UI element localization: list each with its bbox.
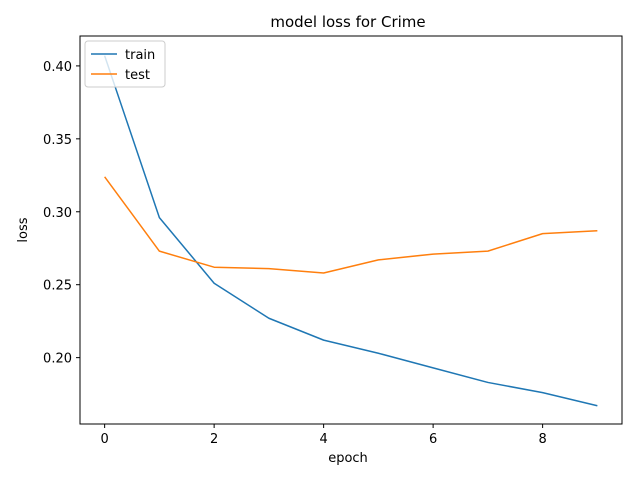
legend: train test [84, 40, 166, 88]
y-tick-label: 0.30 [43, 206, 72, 221]
y-tick-label: 0.40 [43, 60, 72, 75]
plot-area-frame [79, 35, 623, 425]
y-axis-label: loss [16, 217, 31, 242]
series-line-test [104, 176, 598, 274]
axis-ticks: 0 2 4 6 8 0.20 0.25 0.30 0.35 0.40 [43, 60, 547, 447]
chart-title: model loss for Crime [270, 13, 425, 31]
x-axis-label: epoch [328, 451, 368, 466]
series-line-train [103, 55, 598, 407]
x-tick-label: 8 [538, 432, 546, 447]
series-lines [103, 55, 598, 407]
legend-box [84, 40, 166, 88]
x-tick-label: 2 [210, 432, 218, 447]
y-tick-label: 0.20 [43, 352, 72, 367]
x-tick-label: 4 [319, 432, 327, 447]
y-tick-label: 0.25 [43, 279, 72, 294]
legend-label-train: train [125, 48, 155, 63]
x-tick-label: 6 [429, 432, 437, 447]
y-tick-label: 0.35 [43, 133, 72, 148]
x-tick-label: 0 [100, 432, 108, 447]
legend-label-test: test [125, 68, 150, 83]
